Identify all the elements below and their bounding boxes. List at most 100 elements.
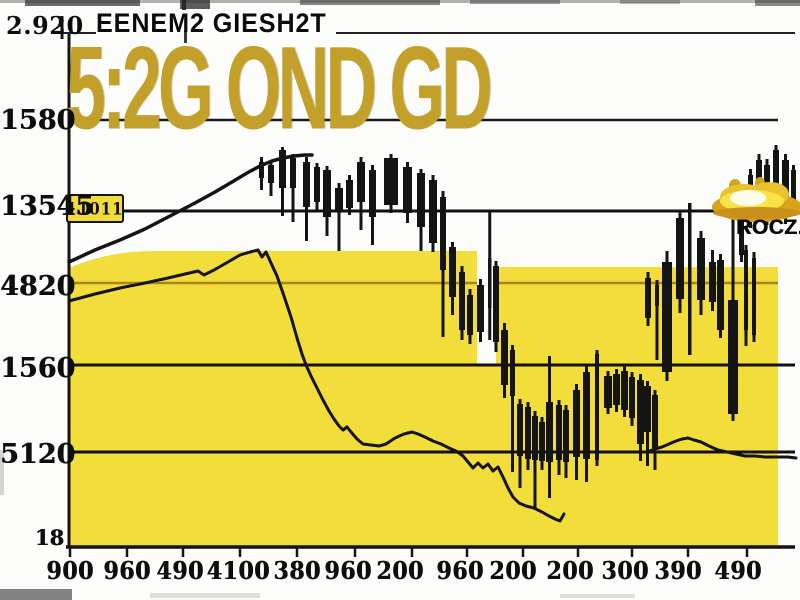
candle-body [573,390,580,457]
candle-body [314,167,320,202]
smudge [300,0,440,5]
axes [60,16,795,557]
candle-body [539,422,545,461]
candle-body [621,371,628,410]
ma-line-lower [67,248,566,523]
candle-body [662,262,672,372]
candle-body [384,158,398,205]
smudge [0,450,4,495]
candle-body [467,295,473,335]
candle-body [652,395,658,450]
nugget-blob-part [730,190,766,206]
y-axis-label: 1580 [0,105,76,136]
y-axis-label: 18 [34,525,64,550]
highlight-band [69,251,778,546]
candle-body [525,407,531,459]
candle-body [604,376,612,408]
candle-body [259,162,264,178]
candle-body [346,180,353,208]
smudge [620,0,680,4]
candle-body [532,416,538,460]
candle-body [290,158,296,188]
ma-line-upper [67,153,314,264]
chart-title: EENEM2 GIESH2T [96,8,327,38]
smudge [0,589,72,600]
y-axis-label: 4820 [0,271,76,302]
candle-body [744,250,748,330]
candle-body [488,258,492,308]
candle-body [791,170,796,210]
candle-body [645,278,651,318]
candle-body [268,165,274,183]
candle-body [688,203,692,355]
watermark-title: 5:2G OND GD [66,22,493,155]
candle-body [563,410,569,462]
x-axis-label: 900 [46,556,94,585]
smudge [150,593,260,598]
candle-body [773,150,779,200]
x-axis-label: 200 [489,556,537,585]
x-axis-label: 300 [601,556,649,585]
smudge [184,31,187,43]
candle-body [613,374,620,405]
smudge [470,0,560,4]
y-axis-label: 13545 [0,191,94,222]
price-tag-value: 11011 [66,198,124,219]
candle-body [335,188,343,212]
candle-body [449,247,456,297]
smudge [182,0,186,10]
candle-body [429,180,437,243]
candle-body [556,405,562,460]
ma-line-right [645,436,798,460]
nugget-blob-part [713,207,800,219]
candle-body [644,386,651,432]
right-price-note: ROCZ. [736,216,800,239]
x-axis-label: 200 [376,556,424,585]
top-left-price-label: 2.920 [6,11,84,40]
candle-body [595,354,599,460]
candle-body [752,258,756,335]
y-axis-label: 5120 [0,439,76,470]
smudge [755,0,800,6]
smudge [25,0,140,6]
x-axis-label: 4100 [206,556,270,585]
candle-body [717,260,724,330]
candle-body [417,173,425,227]
candle-body [697,238,705,300]
x-axis-label: 960 [324,556,372,585]
candle-body [583,372,590,459]
smudge [180,0,210,9]
x-axis-label: 390 [654,556,702,585]
x-axis-label: 490 [714,556,762,585]
candle-body [493,266,499,342]
x-axis-label: 960 [436,556,484,585]
y-axis-label: 1560 [0,353,76,384]
candle-body [728,300,738,414]
candle-body [517,404,523,456]
candle-body [323,170,331,217]
price-tag: 11011 [66,194,124,223]
candle-body [676,218,684,299]
candle-body [629,377,635,418]
candle-body [440,197,446,270]
smudge [560,594,635,598]
x-axis-label: 380 [273,556,321,585]
candle-body [403,167,412,213]
candle-body [655,285,659,306]
candle-body [357,162,365,202]
candle-body [303,162,310,207]
candle-body [510,350,515,396]
candle-body [709,262,716,302]
x-axis-label: 490 [156,556,204,585]
candle-body [279,150,286,188]
candle-body [637,380,644,444]
candle-body [501,330,508,385]
candle-body [477,285,484,332]
x-axis-label: 200 [546,556,594,585]
gold-nugget-icon [712,177,800,222]
candle-body [739,218,744,255]
x-axis-label: 960 [103,556,151,585]
